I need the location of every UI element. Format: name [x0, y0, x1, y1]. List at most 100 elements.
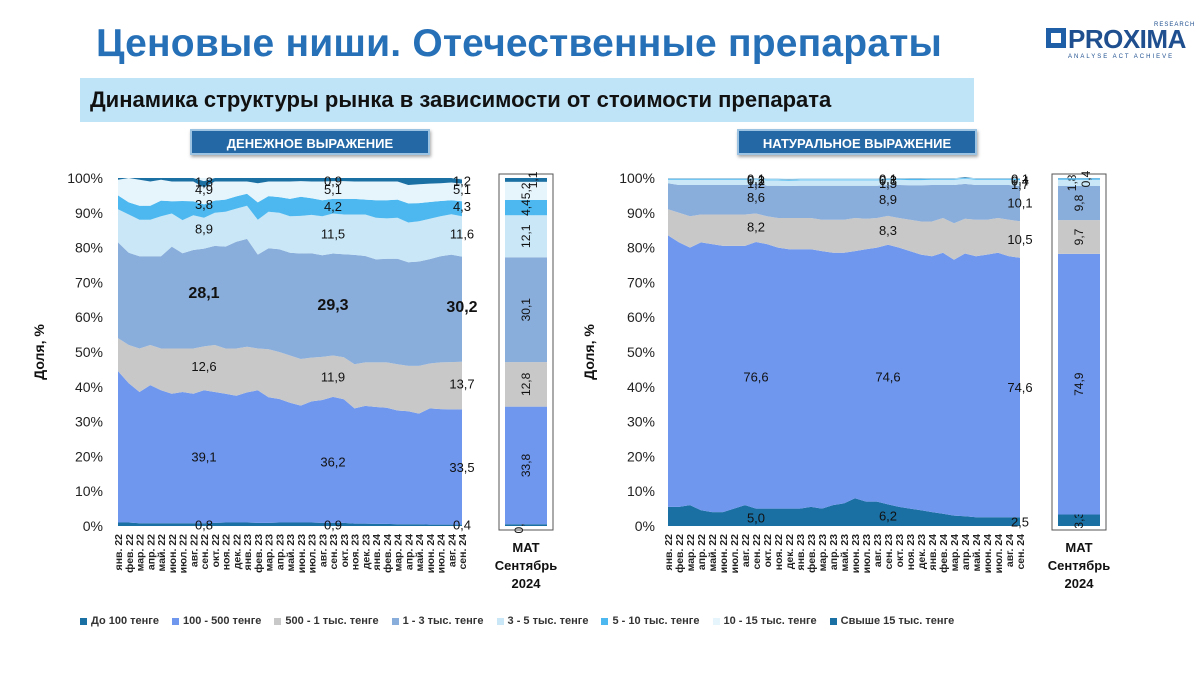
x-tick-label: мар. 24 [393, 534, 405, 572]
y-tick-label: 20% [627, 448, 655, 464]
x-tick-label: май. 24 [971, 534, 983, 572]
y-tick-label: 80% [627, 240, 655, 256]
area-remainder [118, 178, 462, 182]
section-subtitle: Динамика структуры рынка в зависимости о… [80, 78, 974, 122]
legend: До 100 тенге 100 - 500 тенге 500 - 1 тыс. … [80, 612, 967, 630]
y-tick-label: 60% [627, 309, 655, 325]
area-remainder [668, 178, 1020, 179]
x-tick-label: окт. 22 [762, 534, 774, 568]
x-tick-label: апр. 22 [696, 534, 708, 570]
x-tick-label: июн. 22 [167, 534, 179, 573]
y-axis-label: Доля, % [31, 324, 47, 380]
x-tick-label: апр. 22 [145, 534, 157, 570]
y-tick-label: 80% [75, 240, 103, 256]
mat-caption: 2024 [1065, 576, 1095, 591]
units-view-button[interactable]: НАТУРАЛЬНОЕ ВЫРАЖЕНИЕ [737, 129, 977, 155]
legend-item: 1 - 3 тыс. тенге [391, 612, 484, 630]
y-tick-label: 70% [627, 274, 655, 290]
data-label: 0,1 [747, 172, 765, 187]
y-tick-label: 30% [627, 414, 655, 430]
data-label: 8,6 [747, 190, 765, 205]
money-view-button[interactable]: ДЕНЕЖНОЕ ВЫРАЖЕНИЕ [190, 129, 430, 155]
data-label: 10,1 [1007, 195, 1032, 210]
x-tick-label: июл. 24 [436, 534, 448, 574]
area-series-7 [668, 177, 1020, 180]
data-label: 33,5 [449, 460, 474, 475]
mat-label: 5,2 [519, 182, 533, 199]
x-tick-label: фев. 23 [253, 534, 265, 573]
mat-label: 9,8 [1072, 194, 1086, 211]
x-tick-label: ноя. 23 [350, 534, 362, 570]
mat-segment [1058, 514, 1100, 526]
logo-mark-icon [1046, 28, 1066, 48]
x-tick-label: янв. 23 [795, 534, 807, 571]
area-series-2 [668, 209, 1020, 260]
data-label: 0,4 [1011, 173, 1029, 188]
mat-segment [505, 406, 547, 525]
x-tick-label: апр. 23 [274, 534, 286, 570]
y-tick-label: 50% [75, 344, 103, 360]
x-tick-label: фев. 22 [674, 534, 686, 573]
y-tick-label: 30% [75, 414, 103, 430]
x-tick-label: июн. 23 [850, 534, 862, 573]
data-label: 8,9 [879, 192, 897, 207]
data-label: 11,9 [321, 369, 345, 384]
y-tick-label: 0% [635, 518, 655, 534]
mat-segment [505, 178, 547, 182]
data-label: 13,7 [449, 376, 474, 391]
x-tick-label: фев. 24 [938, 534, 950, 573]
x-tick-label: ноя. 22 [221, 534, 233, 570]
x-tick-label: янв. 24 [927, 534, 939, 571]
mat-label: 4,4 [519, 199, 533, 216]
data-label: 11,5 [321, 227, 345, 242]
data-label: 0,8 [195, 518, 213, 533]
x-tick-label: мар. 22 [135, 534, 147, 572]
y-tick-label: 10% [75, 483, 103, 499]
mat-segment [505, 257, 547, 363]
x-tick-label: июл. 22 [729, 534, 741, 574]
x-tick-label: сен. 23 [883, 534, 895, 570]
page-title: Ценовые ниши. Отечественные препараты [96, 22, 943, 65]
data-label: 1,8 [195, 174, 213, 189]
data-label: 36,2 [320, 455, 345, 470]
y-tick-label: 100% [67, 170, 103, 186]
data-label: 1,2 [453, 173, 471, 188]
x-tick-label: авг. 22 [740, 534, 752, 567]
x-tick-label: сен. 24 [1015, 534, 1027, 570]
mat-label: 0,4 [1079, 170, 1093, 187]
y-tick-label: 90% [627, 205, 655, 221]
data-label: 2,5 [1011, 514, 1029, 529]
legend-label: 1 - 3 тыс. тенге [402, 615, 484, 627]
y-tick-label: 0% [83, 518, 103, 534]
data-label: 0,1 [1011, 172, 1029, 187]
legend-label: 3 - 5 тыс. тенге [507, 615, 589, 627]
mat-frame [1051, 173, 1107, 531]
y-tick-label: 60% [75, 309, 103, 325]
area-series-6 [668, 177, 1020, 180]
mat-caption: MAT [1065, 540, 1092, 555]
mat-segment [505, 215, 547, 258]
legend-item: 5 - 10 тыс. тенге [601, 612, 700, 630]
mat-label: 12,1 [519, 224, 533, 248]
data-label: 0,3 [879, 173, 897, 188]
x-tick-label: мар. 22 [685, 534, 697, 572]
x-tick-label: июл. 24 [993, 534, 1005, 574]
mat-bar: 3,3 74,9 9,7 9,8 1,8 0,4 [1051, 170, 1107, 531]
x-tick-label: окт. 22 [210, 534, 222, 568]
data-label: 4,3 [453, 199, 471, 214]
x-tick-label: май. 23 [839, 534, 851, 572]
x-tick-label: янв. 22 [113, 534, 125, 571]
y-tick-label: 40% [627, 379, 655, 395]
x-tick-label: авг. 23 [872, 534, 884, 567]
x-tick-label: дек. 22 [231, 534, 243, 569]
y-tick-label: 70% [75, 274, 103, 290]
x-tick-label: фев. 23 [806, 534, 818, 573]
mat-label: 74,9 [1072, 372, 1086, 396]
area-series-5 [118, 193, 462, 223]
legend-swatch [172, 617, 180, 625]
area-series-4 [668, 178, 1020, 186]
x-tick-label: окт. 23 [339, 534, 351, 568]
mat-segment [505, 199, 547, 216]
x-tick-label: ноя. 23 [905, 534, 917, 570]
mat-frame [498, 173, 554, 531]
